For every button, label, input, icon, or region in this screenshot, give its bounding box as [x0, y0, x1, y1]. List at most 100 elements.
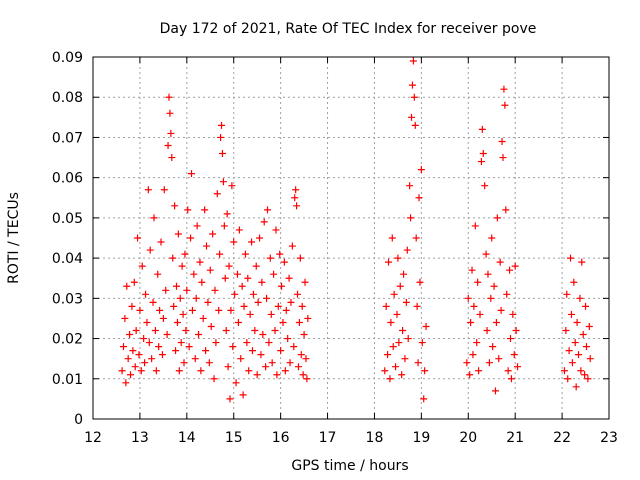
data-point	[249, 290, 257, 298]
data-point	[422, 322, 430, 330]
data-point	[184, 206, 192, 214]
data-point	[177, 339, 185, 347]
data-point	[394, 254, 402, 262]
data-point	[274, 302, 282, 310]
data-point	[245, 367, 253, 375]
data-point	[504, 367, 512, 375]
data-point	[464, 294, 472, 302]
data-point	[511, 262, 519, 270]
data-point	[239, 391, 247, 399]
data-point	[463, 359, 471, 367]
data-point	[213, 190, 221, 198]
data-point	[585, 322, 593, 330]
data-point	[298, 302, 306, 310]
data-point	[203, 242, 211, 250]
data-point	[126, 331, 134, 339]
y-tick-label: 0.05	[52, 211, 83, 227]
data-point	[495, 355, 503, 363]
data-point	[167, 129, 175, 137]
data-point	[567, 310, 575, 318]
data-point	[501, 101, 509, 109]
data-point	[493, 214, 501, 222]
data-point	[131, 363, 139, 371]
data-point	[421, 367, 429, 375]
data-point	[155, 343, 163, 351]
data-point	[260, 218, 268, 226]
data-point	[467, 318, 475, 326]
chart-title: Day 172 of 2021, Rate Of TEC Index for r…	[160, 21, 537, 37]
data-point	[564, 375, 572, 383]
data-point	[392, 363, 400, 371]
data-point	[254, 298, 262, 306]
data-point	[148, 355, 156, 363]
data-point	[150, 214, 158, 222]
data-point	[170, 302, 178, 310]
data-point	[227, 306, 235, 314]
data-point	[385, 258, 393, 266]
data-point	[187, 234, 195, 242]
axis-ticks	[92, 56, 610, 420]
x-tick-label: 13	[131, 430, 149, 446]
data-point	[481, 182, 489, 190]
data-point	[118, 367, 126, 375]
data-point	[143, 318, 151, 326]
data-point	[492, 318, 500, 326]
data-point	[384, 351, 392, 359]
data-point	[169, 254, 177, 262]
data-point	[127, 371, 135, 379]
data-point	[475, 367, 483, 375]
y-tick-label: 0.07	[52, 130, 83, 146]
data-point	[258, 278, 266, 286]
data-point	[398, 371, 406, 379]
data-point	[303, 375, 311, 383]
data-point	[119, 343, 127, 351]
y-tick-label: 0.03	[52, 291, 83, 307]
data-point	[190, 270, 198, 278]
data-point	[476, 310, 484, 318]
data-point	[487, 294, 495, 302]
data-point	[410, 93, 418, 101]
data-point	[381, 367, 389, 375]
data-point	[199, 314, 207, 322]
data-point	[507, 375, 515, 383]
y-tick-labels: 0 0.01 0.02 0.03 0.04 0.05 0.06 0.07 0.08 0.09	[52, 50, 83, 428]
data-point	[560, 367, 568, 375]
data-point	[181, 250, 189, 258]
data-point	[122, 379, 130, 387]
data-point	[396, 282, 404, 290]
data-point	[506, 335, 514, 343]
data-point	[262, 363, 270, 371]
data-point	[243, 339, 251, 347]
data-point	[418, 339, 426, 347]
data-point	[292, 186, 300, 194]
data-point	[503, 290, 511, 298]
data-point	[290, 343, 298, 351]
data-point	[485, 359, 493, 367]
data-point	[174, 230, 182, 238]
data-point	[578, 258, 586, 266]
data-point	[215, 306, 223, 314]
data-point	[136, 306, 144, 314]
data-point	[586, 355, 594, 363]
data-point	[198, 278, 206, 286]
data-point	[417, 166, 425, 174]
data-point	[304, 314, 312, 322]
data-point	[209, 230, 217, 238]
data-point	[497, 306, 505, 314]
data-point	[135, 351, 143, 359]
data-point	[142, 290, 150, 298]
data-point	[237, 355, 245, 363]
data-point	[406, 182, 414, 190]
y-tick-label: 0.01	[52, 372, 83, 388]
data-point	[223, 210, 231, 218]
data-point	[478, 125, 486, 133]
data-point	[207, 322, 215, 330]
data-point	[193, 222, 201, 230]
data-point	[253, 371, 261, 379]
data-point	[257, 351, 265, 359]
data-point	[277, 347, 285, 355]
data-point	[278, 282, 286, 290]
data-point	[414, 359, 422, 367]
x-tick-label: 23	[600, 430, 618, 446]
data-point	[576, 294, 584, 302]
